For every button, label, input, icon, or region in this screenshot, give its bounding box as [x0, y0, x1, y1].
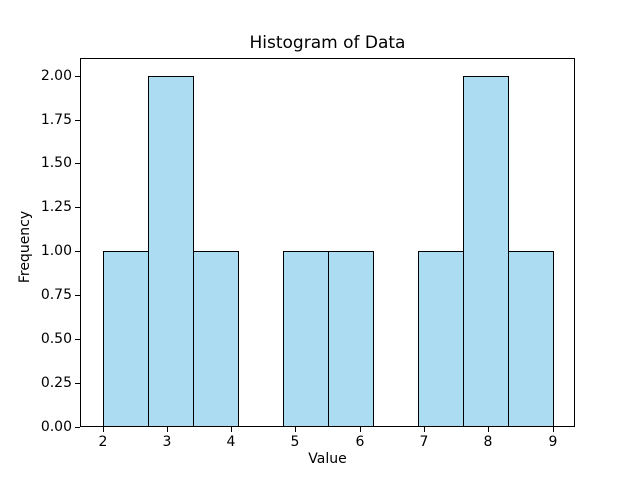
y-tick-mark: [75, 383, 80, 384]
x-tick-mark: [488, 427, 489, 432]
histogram-bar: [103, 251, 149, 427]
y-tick-label: 2.00: [40, 68, 72, 84]
x-tick-label: 3: [162, 434, 172, 450]
y-tick-mark: [75, 76, 80, 77]
chart-title: Histogram of Data: [249, 33, 406, 53]
x-tick-label: 2: [98, 434, 108, 450]
x-tick-mark: [424, 427, 425, 432]
x-tick-label: 6: [355, 434, 365, 450]
y-tick-label: 0.00: [40, 419, 72, 435]
x-tick-mark: [103, 427, 104, 432]
y-tick-label: 1.50: [40, 155, 72, 171]
x-tick-label: 7: [419, 434, 429, 450]
y-tick-mark: [75, 163, 80, 164]
x-tick-label: 8: [483, 434, 493, 450]
x-tick-label: 5: [290, 434, 300, 450]
y-tick-mark: [75, 207, 80, 208]
y-tick-mark: [75, 339, 80, 340]
histogram-bar: [463, 76, 509, 427]
y-tick-label: 1.25: [40, 199, 72, 215]
y-tick-mark: [75, 427, 80, 428]
x-tick-label: 9: [548, 434, 558, 450]
y-tick-label: 1.75: [40, 112, 72, 128]
x-tick-mark: [553, 427, 554, 432]
histogram-bar: [418, 251, 464, 427]
x-axis-label: Value: [308, 451, 347, 467]
y-tick-mark: [75, 295, 80, 296]
x-tick-mark: [295, 427, 296, 432]
x-tick-label: 4: [226, 434, 236, 450]
y-tick-mark: [75, 120, 80, 121]
y-tick-label: 1.00: [40, 243, 72, 259]
x-tick-mark: [231, 427, 232, 432]
y-tick-label: 0.50: [40, 331, 72, 347]
histogram-bar: [193, 251, 239, 427]
x-tick-mark: [360, 427, 361, 432]
histogram-bar: [508, 251, 554, 427]
y-tick-mark: [75, 251, 80, 252]
x-tick-mark: [167, 427, 168, 432]
y-tick-label: 0.75: [40, 287, 72, 303]
y-tick-label: 0.25: [40, 375, 72, 391]
histogram-bar: [148, 76, 194, 427]
histogram-bar: [283, 251, 329, 427]
histogram-bar: [328, 251, 374, 427]
